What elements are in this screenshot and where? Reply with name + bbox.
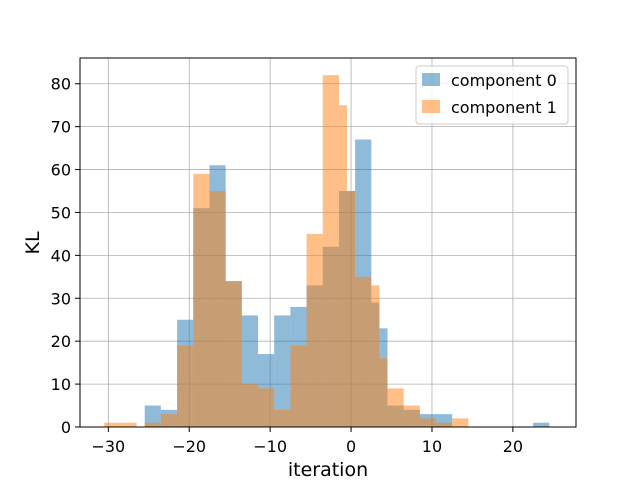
histogram-bar-component-1 (104, 422, 137, 427)
histogram-bar-component-1 (274, 409, 291, 427)
y-tick-label: 40 (51, 246, 71, 265)
histogram-bar-component-1 (209, 191, 226, 427)
bars (104, 75, 550, 428)
histogram-bar-component-1 (347, 191, 356, 427)
legend: component 0 component 1 (415, 65, 569, 125)
histogram-bar-component-1 (419, 418, 437, 427)
histogram-bar-component-1 (371, 285, 380, 427)
y-tick-label: 20 (51, 332, 71, 351)
histogram-bar-component-1 (144, 422, 161, 427)
plot-frame (79, 57, 577, 428)
legend-label-component-1: component 1 (451, 98, 557, 117)
histogram-bar-component-1 (436, 422, 453, 427)
y-tick-label: 60 (51, 161, 71, 180)
histogram-bar-component-1 (306, 233, 323, 427)
y-tick-label: 0 (61, 418, 71, 437)
x-tick-label: 0 (346, 437, 356, 456)
histogram-bar-component-1 (452, 418, 469, 427)
y-tick-label: 10 (51, 375, 71, 394)
histogram-bar-component-1 (160, 414, 178, 427)
x-tick-label: −30 (91, 437, 125, 456)
x-tick-label: 10 (422, 437, 442, 456)
x-tick-label: −20 (172, 437, 206, 456)
histogram-bar-component-1 (177, 345, 194, 427)
legend-label-component-0: component 0 (451, 71, 557, 90)
histogram-bar-component-1 (403, 405, 420, 427)
histogram-bar-component-1 (290, 345, 307, 427)
x-axis-title: iteration (288, 459, 368, 480)
y-axis-title: KL (22, 231, 44, 254)
histogram-bar-component-1 (225, 281, 242, 427)
legend-box (415, 65, 569, 125)
histogram-bar-component-0 (274, 315, 291, 427)
x-tick-label: −10 (253, 437, 287, 456)
x-tick-label: 20 (503, 437, 523, 456)
y-tick-label: 50 (51, 203, 71, 222)
histogram-bar-component-1 (355, 276, 372, 427)
y-tick-label: 80 (51, 75, 71, 94)
histogram-bar-component-1 (193, 173, 210, 427)
histogram-bar-component-1 (258, 388, 275, 427)
y-tick-label: 30 (51, 289, 71, 308)
histogram-bar-component-1 (338, 105, 348, 427)
histogram-bar-component-1 (322, 75, 339, 428)
ticks: −30 −20 −10 0 10 20 0 10 20 30 40 50 60 70 80 (51, 75, 523, 456)
y-tick-label: 70 (51, 118, 71, 137)
histogram-bar-component-1 (387, 388, 404, 427)
histogram-bar-component-0 (144, 405, 161, 427)
histogram-bar-component-1 (379, 358, 388, 427)
legend-swatch-component-0 (422, 73, 440, 86)
histogram-bar-component-1 (241, 384, 259, 427)
histogram-bar-component-0 (533, 422, 550, 427)
legend-swatch-component-1 (422, 100, 440, 113)
